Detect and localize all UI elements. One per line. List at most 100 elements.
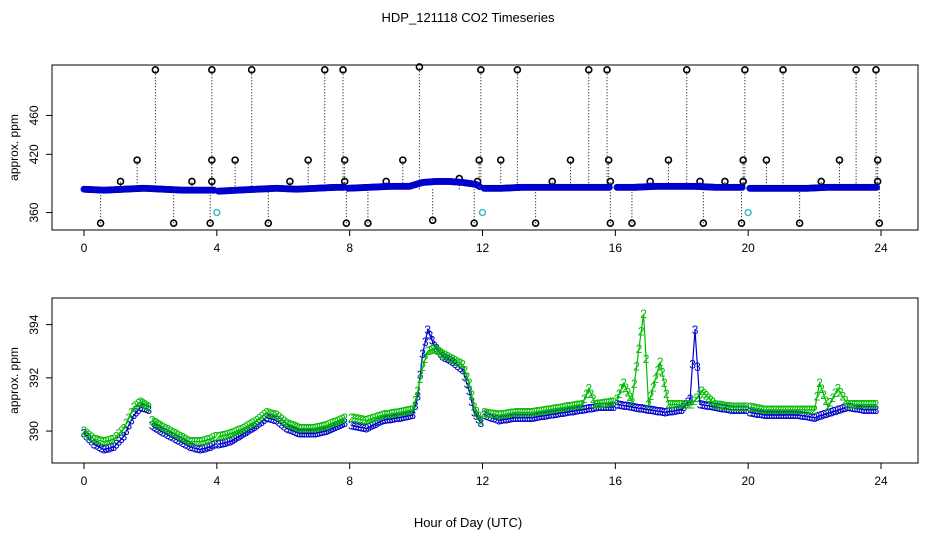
series-point-3: 3	[756, 407, 763, 421]
series-point-2: 2	[832, 386, 839, 400]
series-point-3: 3	[600, 400, 607, 414]
outlier-point	[188, 177, 196, 186]
series-point-2: 2	[468, 388, 475, 402]
series-point-2: 2	[312, 421, 319, 435]
series-point-2: 2	[184, 433, 191, 447]
series-point-3: 3	[598, 400, 605, 414]
series-point-2: 2	[783, 403, 790, 417]
series-point-3: 3	[103, 442, 110, 456]
series-point-2: 2	[407, 403, 414, 417]
series-point-3: 3	[380, 413, 387, 427]
series-point-3: 3	[316, 425, 323, 439]
series-point-2: 2	[588, 387, 595, 401]
series-point-3: 3	[581, 402, 588, 416]
series-point-3: 3	[86, 432, 93, 446]
series-point-3: 3	[531, 410, 538, 424]
series-point-3: 3	[746, 405, 753, 419]
series-line-2	[83, 401, 150, 443]
series-point-3: 3	[427, 328, 434, 342]
series-point-3: 3	[648, 403, 655, 417]
series-point-3: 3	[799, 409, 806, 423]
series-point-2: 2	[328, 417, 335, 431]
series-point-2: 2	[106, 433, 113, 447]
series-point-2: 2	[818, 382, 825, 396]
series-point-3: 3	[593, 400, 600, 414]
series-point-2: 2	[859, 397, 866, 411]
series-point-2: 2	[866, 397, 873, 411]
series-point-2: 2	[266, 406, 273, 420]
series-point-2: 2	[741, 400, 748, 414]
outlier-point	[531, 219, 540, 228]
series-point-3: 3	[723, 402, 730, 416]
series-point-3: 3	[512, 411, 519, 425]
series-point-3: 3	[856, 402, 863, 416]
series-point-3: 3	[804, 410, 811, 424]
series-point-3: 3	[788, 408, 795, 422]
series-point-2: 2	[650, 380, 657, 394]
series-point-3: 3	[179, 436, 186, 450]
series-point-2: 2	[370, 411, 377, 425]
series-point-2: 2	[802, 403, 809, 417]
series-point-2: 2	[301, 421, 308, 435]
series-point-2: 2	[256, 411, 263, 425]
series-point-2: 2	[795, 403, 802, 417]
series-point-3: 3	[790, 408, 797, 422]
series-point-2: 2	[316, 420, 323, 434]
series-point-2: 2	[594, 397, 601, 411]
series-point-2: 2	[464, 370, 471, 384]
series-point-3: 3	[699, 398, 706, 412]
series-point-2: 2	[215, 429, 222, 443]
series-point-3: 3	[643, 402, 650, 416]
series-point-3: 3	[488, 411, 495, 425]
series-point-2: 2	[139, 396, 146, 410]
x-tick-label: 4	[213, 241, 220, 255]
series-point-2: 2	[121, 421, 128, 435]
series-point-3: 3	[866, 403, 873, 417]
series-point-2: 2	[555, 401, 562, 415]
series-point-2: 2	[222, 428, 229, 442]
series-point-3: 3	[278, 417, 285, 431]
series-point-2: 2	[155, 417, 162, 431]
series-point-3: 3	[471, 405, 478, 419]
series-point-2: 2	[731, 400, 738, 414]
series-point-3: 3	[496, 413, 503, 427]
x-tick-label: 24	[874, 474, 888, 488]
series-point-3: 3	[290, 424, 297, 438]
series-point-2: 2	[873, 397, 880, 411]
outlier-point	[779, 66, 787, 74]
series-point-3: 3	[493, 413, 500, 427]
series-point-2: 2	[236, 423, 243, 437]
series-point-3: 3	[510, 411, 517, 425]
series-point-2: 2	[247, 417, 254, 431]
series-point-3: 3	[209, 439, 216, 453]
series-point-2: 2	[550, 402, 557, 416]
series-point-3: 3	[96, 440, 103, 454]
series-point-3: 3	[835, 403, 842, 417]
series-point-3: 3	[457, 361, 464, 375]
series-point-3: 3	[375, 416, 382, 430]
outlier-point	[208, 66, 216, 74]
series-point-2: 2	[723, 399, 730, 413]
series-point-3: 3	[830, 405, 837, 419]
series-point-2: 2	[439, 347, 446, 361]
series-point-3: 3	[783, 408, 790, 422]
series-point-3: 3	[736, 403, 743, 417]
series-point-3: 3	[802, 409, 809, 423]
series-point-3: 3	[207, 440, 214, 454]
series-point-3: 3	[840, 402, 847, 416]
series-point-2: 2	[98, 434, 105, 448]
series-point-2: 2	[209, 431, 216, 445]
series-point-2: 2	[285, 417, 292, 431]
series-point-2: 2	[688, 397, 695, 411]
series-point-2: 2	[733, 400, 740, 414]
series-line-3	[218, 417, 345, 445]
series-point-3: 3	[769, 408, 776, 422]
series-point-2: 2	[459, 358, 466, 372]
series-point-3: 3	[305, 427, 312, 441]
series-point-2: 2	[538, 404, 545, 418]
series-point-3: 3	[749, 406, 756, 420]
series-point-2: 2	[756, 402, 763, 416]
series-point-3: 3	[407, 409, 414, 423]
